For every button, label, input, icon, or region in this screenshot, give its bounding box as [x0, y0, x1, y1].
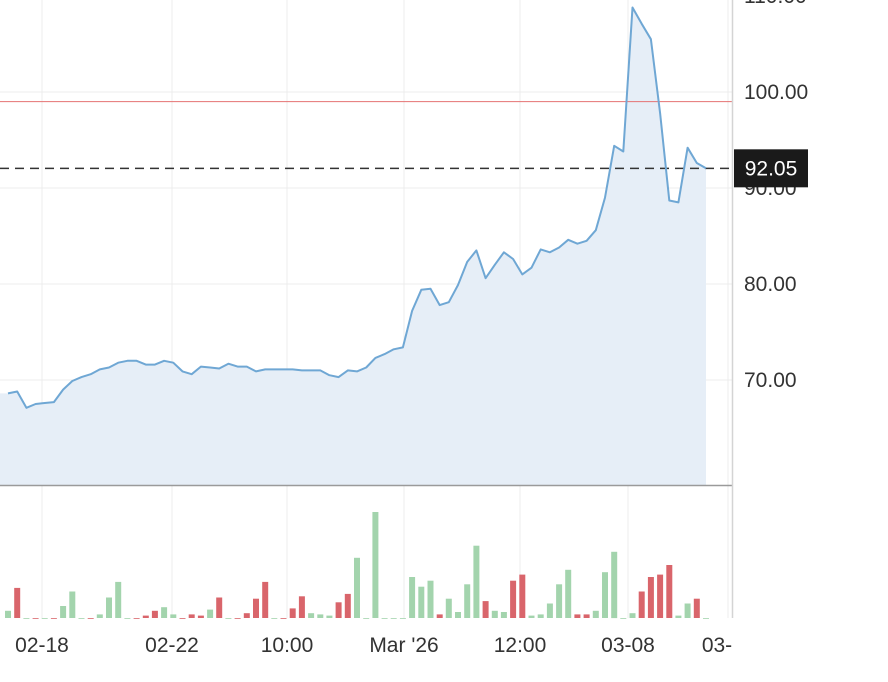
volume-bar [326, 615, 333, 618]
x-tick-label: 10:00 [261, 634, 314, 657]
volume-bar [308, 613, 315, 618]
volume-bar [60, 606, 67, 618]
volume-bar [500, 612, 507, 618]
volume-bar [234, 618, 241, 619]
volume-bar [170, 614, 177, 618]
volume-bar [445, 598, 452, 618]
x-tick-label: 02-22 [145, 634, 199, 657]
volume-bar [14, 587, 21, 618]
price-tag-value: 92.05 [745, 157, 798, 180]
volume-bar [41, 618, 48, 619]
volume-bar [271, 618, 278, 619]
volume-bar [684, 603, 691, 618]
volume-bar [207, 609, 214, 618]
volume-bar [188, 614, 195, 618]
volume-bar [216, 597, 223, 618]
volume-bar [565, 569, 572, 618]
volume-bar [280, 618, 287, 619]
volume-bar [363, 618, 370, 619]
volume-bar [418, 586, 425, 618]
x-tick-label: 03-08 [601, 634, 655, 657]
volume-bar [693, 598, 700, 618]
volume-bar [179, 618, 186, 619]
x-tick-label: Mar '26 [369, 634, 438, 657]
volume-bar [620, 618, 627, 619]
volume-bar [546, 603, 553, 618]
price-tag-background [734, 149, 808, 188]
volume-bar [197, 615, 204, 618]
volume-bar [243, 613, 250, 618]
x-tick-label: 12:00 [494, 634, 547, 657]
volume-bar [473, 545, 480, 618]
volume-bar [602, 572, 608, 618]
volume-bar [69, 591, 76, 618]
volume-bar [32, 618, 39, 619]
current-price-tag: 92.05 [734, 149, 808, 188]
volume-bar [372, 512, 379, 618]
volume-bar [675, 615, 682, 618]
volume-bar [96, 614, 103, 618]
volume-bar [399, 618, 406, 619]
volume-bar [354, 557, 360, 618]
volume-bar [381, 618, 388, 619]
volume-bar [528, 615, 535, 618]
volume-bar [317, 614, 324, 618]
volume-bar [583, 614, 590, 618]
volume-bar [409, 577, 416, 618]
y-tick-label: 70.00 [744, 369, 797, 392]
volume-bar [151, 610, 158, 618]
volume-bar [161, 607, 168, 618]
volume-bar [298, 596, 305, 618]
volume-bar [611, 551, 618, 619]
volume-bar [629, 613, 636, 618]
y-tick-label: 80.00 [744, 273, 797, 296]
volume-bar [289, 608, 296, 618]
volume-bar [657, 574, 664, 618]
price-area-fill [0, 7, 706, 485]
volume-bar [574, 614, 581, 618]
volume-bar [482, 601, 489, 618]
volume-bar [436, 614, 443, 618]
volume-bar [225, 618, 232, 619]
volume-bar [491, 610, 498, 618]
volume-bar [556, 584, 563, 618]
volume-bar [5, 610, 11, 618]
volume-bar [253, 598, 259, 618]
volume-bar [519, 574, 526, 618]
volume-bar [344, 593, 351, 618]
volume-bar [537, 614, 544, 618]
volume-bar [335, 602, 342, 618]
volume-bar [510, 580, 517, 618]
volume-bars [5, 512, 709, 619]
volume-bar [638, 591, 645, 618]
x-tick-label: 03- [702, 634, 732, 657]
volume-bar [703, 618, 709, 619]
volume-bar [592, 610, 599, 618]
x-axis-labels: 02-18 02-22 10:00 Mar '26 12:00 03-08 03- [15, 634, 732, 657]
volume-bar [464, 584, 471, 618]
volume-bar [455, 612, 461, 618]
y-tick-label: 100.00 [744, 81, 808, 104]
volume-bar [427, 580, 434, 618]
volume-bar [390, 618, 397, 619]
x-tick-label: 02-18 [15, 634, 69, 657]
volume-bar [124, 618, 131, 619]
y-tick-label: 110.00 [744, 0, 807, 8]
volume-bar [87, 618, 94, 619]
volume-bar [133, 618, 140, 619]
volume-bar [142, 615, 149, 618]
volume-bar [666, 565, 673, 618]
volume-bar [115, 581, 122, 618]
volume-bar [106, 597, 112, 618]
volume-bar [647, 577, 654, 618]
volume-bar [78, 618, 85, 619]
price-line [7, 6, 707, 409]
volume-bar [50, 618, 57, 619]
volume-bar [23, 618, 30, 619]
volume-bar [262, 581, 269, 618]
